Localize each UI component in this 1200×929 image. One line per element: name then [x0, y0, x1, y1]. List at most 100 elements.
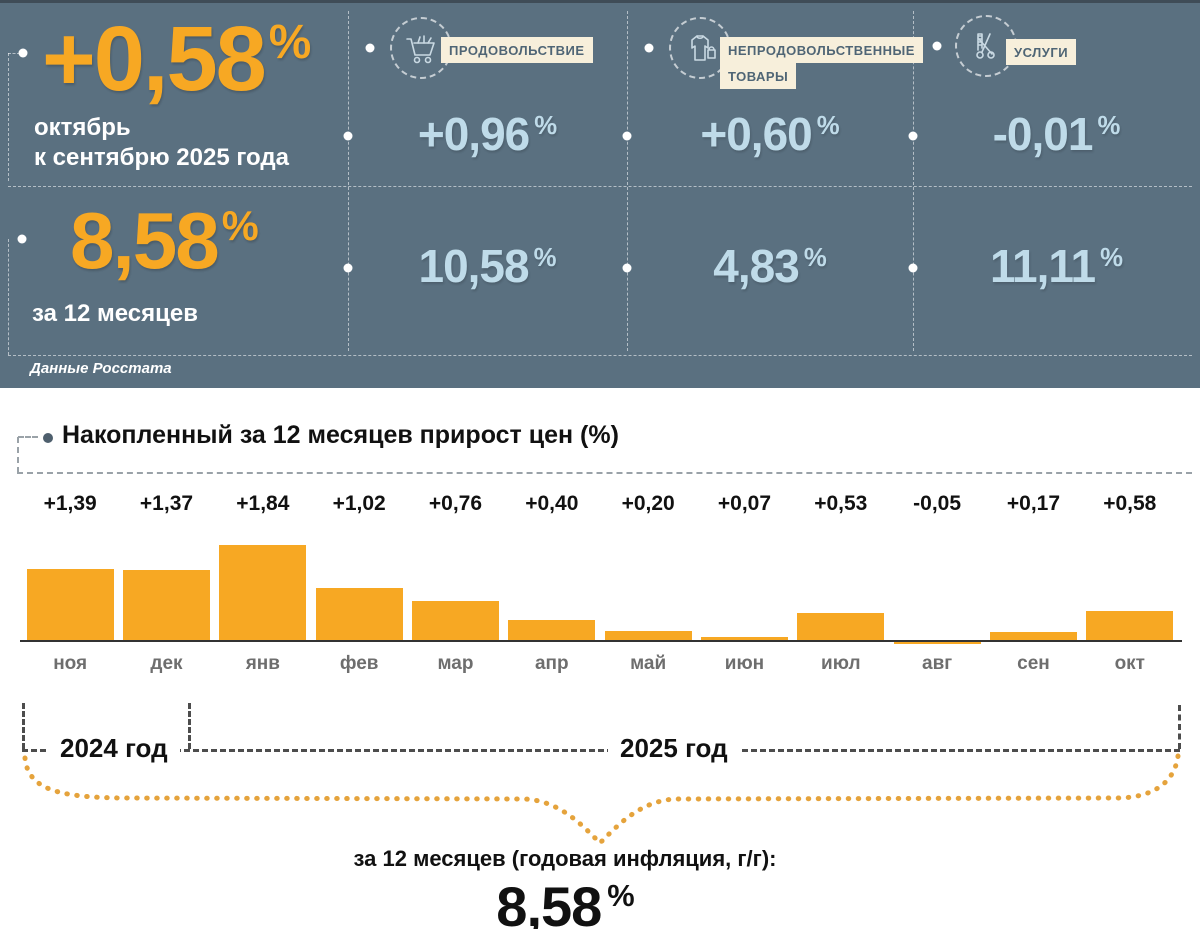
bar	[411, 601, 499, 641]
category-name: ПРОДОВОЛЬСТВИЕ	[441, 37, 593, 63]
percent-sign: %	[816, 111, 840, 140]
value-text: +0,96	[417, 108, 530, 160]
month-label: фев	[339, 653, 379, 674]
annotation-label: за 12 месяцев (годовая инфляция, г/г):	[353, 846, 777, 871]
percent-sign: %	[1100, 243, 1123, 272]
month-label: авг	[922, 653, 953, 674]
column-divider	[913, 11, 914, 351]
category-services: УСЛУГИ -0,01% 11,11%	[913, 3, 1200, 355]
row-divider	[8, 186, 1192, 187]
month-label: июн	[724, 653, 765, 674]
divider-dot	[343, 131, 353, 141]
annual-inflation-annotation: за 12 месяцев (годовая инфляция, г/г): 8…	[0, 846, 1130, 929]
bar-value-label: +1,39	[43, 492, 97, 515]
title-frame-line	[17, 437, 19, 473]
bracket-line	[8, 53, 20, 54]
bar-value-label: +0,40	[525, 492, 579, 515]
chart-baseline	[20, 640, 1182, 642]
bar-slot	[600, 541, 696, 641]
monthly-inflation-value: +0,58%	[42, 7, 311, 112]
bar	[797, 613, 885, 641]
food-monthly-value: +0,96%	[348, 107, 627, 161]
bar-slot	[793, 541, 889, 641]
category-label: ПРОДОВОЛЬСТВИЕ	[441, 37, 593, 63]
period-line2: к сентябрю 2025 года	[34, 144, 289, 171]
bar-value-labels-row: +1,39 +1,37 +1,84 +1,02 +0,76 +0,40 +0,20 +0,07…	[22, 492, 1178, 516]
data-source-label: Данные Росстата	[30, 360, 172, 377]
bar-value-label: -0,05	[913, 492, 962, 515]
column-divider	[348, 11, 349, 351]
month-label: янв	[245, 653, 280, 674]
category-nonfood: НЕПРОДОВОЛЬСТВЕННЫЕ ТОВАРЫ +0,60% 4,83%	[627, 3, 923, 355]
services-monthly-value: -0,01%	[913, 107, 1200, 161]
bar-slot	[22, 541, 118, 641]
value-text: 10,58	[418, 240, 529, 292]
bracket-dot	[17, 234, 27, 244]
icon-dot	[644, 43, 654, 53]
month-label: апр	[534, 653, 569, 674]
row-divider	[8, 355, 1192, 356]
monthly-period-label: октябрь к сентябрю 2025 года	[34, 113, 289, 173]
month-label: июл	[821, 653, 861, 674]
category-label: НЕПРОДОВОЛЬСТВЕННЫЕ ТОВАРЫ	[720, 37, 923, 89]
bar-value-label: +1,37	[139, 492, 194, 515]
year-bracket-line	[22, 749, 1180, 752]
bar-slot	[696, 541, 792, 641]
bar-value-label: +0,17	[1006, 492, 1061, 515]
icon-dot	[932, 41, 942, 51]
bar	[315, 588, 403, 641]
percent-sign: %	[534, 111, 558, 140]
divider-dot	[343, 263, 353, 273]
percent-sign: %	[803, 243, 827, 272]
bar-value-label: +0,20	[621, 492, 675, 515]
percent-sign: %	[533, 243, 557, 272]
divider-dot	[622, 131, 632, 141]
bar-value-label: +0,76	[428, 492, 483, 515]
percent-sign: %	[1097, 111, 1121, 140]
title-bullet-dot	[43, 433, 53, 443]
icon-dot	[365, 43, 375, 53]
bar-value-label: +0,58	[1103, 492, 1157, 515]
month-label: окт	[1114, 653, 1145, 674]
food-annual-value: 10,58%	[348, 239, 627, 293]
bar-value-label: +0,07	[717, 492, 772, 515]
bracket-dot	[18, 48, 28, 58]
value-text: -0,01	[992, 108, 1094, 160]
services-annual-value: 11,11%	[913, 239, 1200, 293]
bracket-line	[8, 53, 9, 181]
category-name: ТОВАРЫ	[720, 63, 797, 89]
bar	[700, 637, 788, 641]
annual-value-text: 8,58	[70, 196, 220, 285]
bar-value-label: +1,84	[236, 492, 290, 515]
value-text: 4,83	[713, 240, 800, 292]
annual-period-label: за 12 месяцев	[32, 299, 198, 329]
bar	[989, 632, 1077, 641]
nonfood-monthly-value: +0,60%	[627, 107, 913, 161]
bar	[1086, 611, 1174, 641]
year-label-2024: 2024 год	[48, 733, 180, 764]
bar-slot	[311, 541, 407, 641]
bar-value-label: +1,02	[332, 492, 386, 515]
bar	[508, 620, 596, 641]
month-label: сен	[1017, 653, 1050, 674]
column-divider	[627, 11, 628, 351]
divider-dot	[622, 263, 632, 273]
annotation-value: 8,58%	[0, 874, 1130, 929]
nonfood-annual-value: 4,83%	[627, 239, 913, 293]
divider-dot	[908, 131, 918, 141]
bar-slot	[215, 541, 311, 641]
bar-slot	[985, 541, 1081, 641]
bar-slot	[889, 541, 985, 644]
annual-inflation-value: 8,58%	[70, 195, 259, 287]
bar-slot	[504, 541, 600, 641]
chart-title: Накопленный за 12 месяцев прирост цен (%…	[62, 421, 619, 449]
bar	[604, 631, 692, 641]
percent-sign: %	[268, 16, 312, 70]
value-text: +0,60	[700, 108, 812, 160]
bar	[26, 569, 114, 641]
month-label: дек	[150, 653, 183, 674]
title-leader-line	[18, 436, 38, 438]
bar	[122, 570, 210, 641]
period-text: за 12 месяцев	[32, 300, 198, 327]
